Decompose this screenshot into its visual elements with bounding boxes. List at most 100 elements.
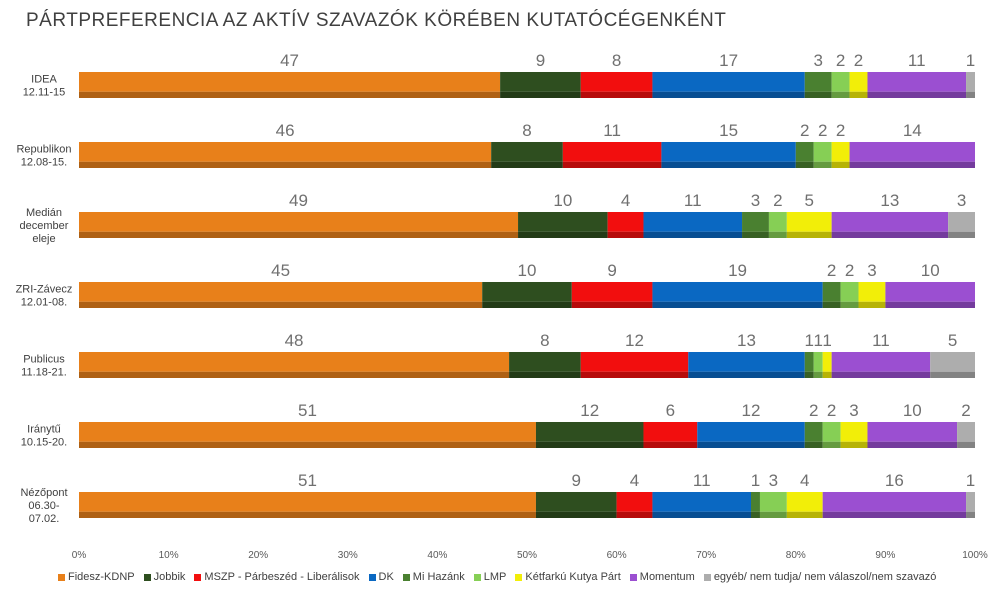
data-label: 10 — [903, 401, 922, 420]
bar-segment-shadow — [742, 231, 769, 238]
bar-segment-shadow — [518, 231, 608, 238]
bar-segment-shadow — [831, 161, 850, 168]
data-label: 5 — [948, 331, 957, 350]
legend-label: DK — [378, 571, 394, 583]
data-label: 47 — [280, 51, 299, 70]
data-label: 4 — [630, 471, 639, 490]
category-label: Medián — [26, 207, 62, 219]
data-label: 1 — [751, 471, 760, 490]
data-label: 14 — [903, 121, 922, 140]
bar-segment — [652, 492, 751, 512]
data-label: 3 — [769, 471, 778, 490]
bar-segment-shadow — [535, 511, 617, 518]
bar-segment — [491, 142, 563, 162]
data-label: 9 — [607, 261, 616, 280]
bar-segment-shadow — [652, 91, 805, 98]
x-tick-label: 60% — [607, 550, 627, 561]
bar-segment-shadow — [661, 161, 796, 168]
data-label: 3 — [813, 51, 822, 70]
x-tick-label: 0% — [72, 550, 87, 561]
bar-segment-shadow — [813, 161, 832, 168]
bar-segment-shadow — [804, 371, 814, 378]
data-label: 46 — [276, 121, 295, 140]
bar-segment — [751, 492, 760, 512]
bar-segment — [930, 352, 975, 372]
bar-segment-shadow — [930, 371, 975, 378]
category-label: 10.15-20. — [21, 437, 67, 449]
bar-segment-shadow — [840, 301, 859, 308]
chart-title: PÁRTPREFERENCIA AZ AKTÍV SZAVAZÓK KÖRÉBE… — [26, 10, 727, 31]
legend-swatch — [143, 573, 151, 581]
legend-item: LMP — [473, 571, 506, 583]
legend-label: Kétfarkú Kutya Párt — [525, 571, 621, 583]
category-label: 07.02. — [29, 513, 60, 525]
legend-swatch — [515, 573, 523, 581]
bar-segment-shadow — [79, 91, 501, 98]
data-label: 2 — [773, 191, 782, 210]
legend-label: Fidesz-KDNP — [68, 571, 135, 583]
data-label: 1 — [805, 331, 814, 350]
bar-segment-shadow — [607, 231, 644, 238]
bar-segment — [688, 352, 805, 372]
legend-swatch — [194, 573, 202, 581]
x-tick-label: 50% — [517, 550, 537, 561]
legend-item: DK — [368, 571, 394, 583]
bar-segment — [795, 142, 814, 162]
bar-segment — [652, 72, 805, 92]
bar-segment — [813, 142, 832, 162]
bar-segment-shadow — [822, 511, 967, 518]
bar-segment — [822, 282, 841, 302]
legend-swatch — [402, 573, 410, 581]
bar-segment — [742, 212, 769, 232]
data-label: 11 — [693, 471, 711, 490]
bar-segment — [867, 72, 967, 92]
bar-segment — [580, 352, 689, 372]
data-label: 2 — [809, 401, 818, 420]
data-label: 12 — [580, 401, 599, 420]
bar-segment — [616, 492, 653, 512]
category-label: Nézőpont — [20, 487, 67, 499]
bar-segment — [858, 282, 886, 302]
data-label: 2 — [961, 401, 970, 420]
category-label: 12.11-15 — [23, 87, 66, 99]
bar-segment — [759, 492, 787, 512]
data-label: 49 — [289, 191, 308, 210]
x-tick-label: 40% — [427, 550, 447, 561]
category-label: 12.08-15. — [21, 157, 67, 169]
legend-item: MSZP - Párbeszéd - Liberálisok — [194, 571, 360, 583]
category-label: Iránytű — [27, 424, 61, 436]
bar-segment — [500, 72, 581, 92]
data-label: 3 — [867, 261, 876, 280]
data-label: 3 — [751, 191, 760, 210]
bar-segment — [661, 142, 796, 162]
legend-item: Mi Hazánk — [402, 571, 465, 583]
data-label: 15 — [719, 121, 738, 140]
data-label: 1 — [966, 471, 975, 490]
data-label: 1 — [813, 331, 822, 350]
data-label: 4 — [800, 471, 809, 490]
data-label: 13 — [880, 191, 899, 210]
legend-swatch — [629, 573, 637, 581]
bar-segment-shadow — [813, 371, 823, 378]
data-label: 16 — [885, 471, 904, 490]
data-label: 12 — [742, 401, 761, 420]
bar-segment — [786, 492, 823, 512]
bar-segment — [804, 422, 823, 442]
bar-segment — [822, 352, 832, 372]
bar-segment-shadow — [867, 441, 958, 448]
bar-segment — [966, 492, 975, 512]
data-label: 2 — [818, 121, 827, 140]
bar-segment — [535, 492, 617, 512]
bar-segment-shadow — [482, 301, 572, 308]
bar-segment-shadow — [79, 441, 536, 448]
data-label: 11 — [684, 191, 702, 210]
bar-segment — [831, 142, 850, 162]
bar-segment-shadow — [957, 441, 975, 448]
legend-item: Jobbik — [143, 571, 185, 583]
bar-segment — [822, 422, 841, 442]
x-tick-label: 30% — [338, 550, 358, 561]
bar-segment-shadow — [652, 511, 751, 518]
data-label: 51 — [298, 401, 317, 420]
bar-segment-shadow — [759, 511, 787, 518]
bar-segment — [571, 282, 653, 302]
